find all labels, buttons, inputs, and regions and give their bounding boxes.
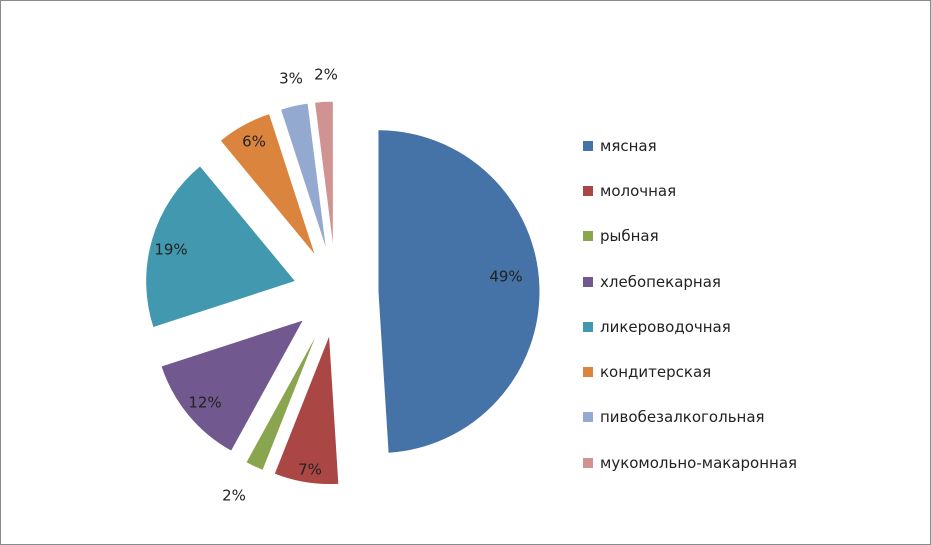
legend-label: хлебопекарная xyxy=(600,272,721,291)
legend-item: мясная xyxy=(583,123,797,168)
slice-data-label: 49% xyxy=(489,268,522,286)
slice-data-label: 7% xyxy=(298,461,322,479)
pie-slice xyxy=(219,112,317,257)
legend-swatch xyxy=(583,367,593,378)
slice-data-label: 19% xyxy=(154,241,187,259)
legend-label: рыбная xyxy=(600,227,659,246)
legend-item: рыбная xyxy=(583,214,797,259)
legend-label: кондитерская xyxy=(600,363,712,382)
pie-slice xyxy=(314,100,334,252)
slice-data-label: 6% xyxy=(242,133,266,151)
pie-slice xyxy=(145,165,297,329)
legend-label: мясная xyxy=(600,136,657,155)
legend-label: молочная xyxy=(600,181,677,200)
legend-swatch xyxy=(583,412,593,423)
legend-label: ликероводочная xyxy=(600,317,731,336)
pie-slice xyxy=(273,334,340,485)
legend-swatch xyxy=(583,321,593,332)
slice-data-label: 2% xyxy=(314,66,338,84)
legend-item: пивобезалкогольная xyxy=(583,395,797,440)
legend-item: молочная xyxy=(583,168,797,213)
legend-swatch xyxy=(583,140,593,151)
legend: мясная молочная рыбная хлебопекарная ликеров… xyxy=(583,123,797,485)
legend-item: хлебопекарная xyxy=(583,259,797,304)
legend-label: мукомольно-макаронная xyxy=(600,453,798,472)
legend-item: мукомольно-макаронная xyxy=(583,440,797,485)
legend-item: ликероводочная xyxy=(583,304,797,349)
legend-swatch xyxy=(583,457,593,468)
slice-data-label: 2% xyxy=(222,487,246,505)
pie-slice xyxy=(279,102,328,253)
slice-data-label: 3% xyxy=(279,70,303,88)
legend-item: кондитерская xyxy=(583,349,797,394)
legend-swatch xyxy=(583,231,593,242)
legend-label: пивобезалкогольная xyxy=(600,408,765,427)
slice-data-label: 12% xyxy=(188,394,221,412)
legend-swatch xyxy=(583,185,593,196)
pie-slice xyxy=(160,318,305,452)
legend-swatch xyxy=(583,276,593,287)
pie-slice xyxy=(377,129,541,454)
pie-slice xyxy=(245,330,319,472)
